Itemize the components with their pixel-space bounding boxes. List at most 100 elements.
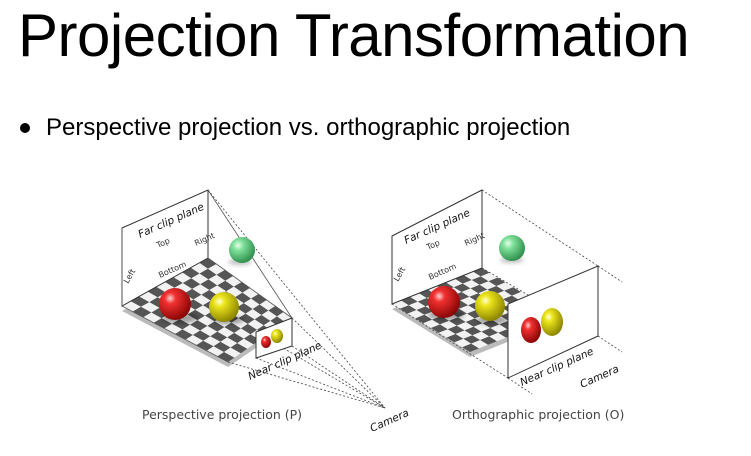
checker-tile xyxy=(456,322,474,331)
checker-tile xyxy=(495,290,512,300)
checker-tile xyxy=(197,315,215,326)
checker-tile xyxy=(164,323,183,334)
checker-tile xyxy=(261,310,277,321)
checker-tile xyxy=(227,332,244,344)
checker-tile xyxy=(224,322,241,333)
checker-tile xyxy=(252,304,269,315)
bullet-dot-icon xyxy=(20,123,30,133)
checker-tile xyxy=(210,331,228,342)
checker-tile xyxy=(192,330,211,341)
checker-tile xyxy=(479,281,497,290)
orthographic-red-sphere xyxy=(428,286,460,318)
checker-tile xyxy=(487,286,505,295)
orthographic-green-sphere xyxy=(499,235,525,261)
checker-tile xyxy=(259,300,276,311)
checker-tile xyxy=(196,340,214,351)
checker-tile xyxy=(242,288,259,299)
checker-tile xyxy=(489,332,506,342)
checker-tile xyxy=(200,279,218,290)
checker-tile xyxy=(235,292,252,304)
checker-tile xyxy=(225,276,242,287)
checker-tile xyxy=(185,335,204,346)
checker-tile xyxy=(195,305,213,316)
checker-tile xyxy=(187,309,205,321)
checker-tile xyxy=(408,301,426,310)
checker-tile xyxy=(480,336,497,345)
perspective-green-sphere xyxy=(229,237,255,263)
checker-tile xyxy=(459,305,476,314)
checker-tile xyxy=(237,338,254,349)
orthographic-near-yellow xyxy=(541,308,563,336)
checker-tile xyxy=(175,329,193,340)
checker-tile xyxy=(193,294,211,306)
checker-tile xyxy=(481,328,499,337)
checker-tile xyxy=(470,284,488,294)
checker-tile xyxy=(462,280,480,289)
checker-tile xyxy=(490,324,508,333)
orthographic-camera-label: Camera xyxy=(578,363,621,391)
checker-tile xyxy=(238,313,255,324)
checker-tile xyxy=(480,272,498,282)
checker-tile xyxy=(141,302,160,313)
checker-tile xyxy=(226,286,243,298)
checker-tile xyxy=(203,336,221,347)
checker-tile xyxy=(472,331,490,340)
perspective-diagram: Far clip plane Top Right Left Bottom Nea… xyxy=(121,189,411,435)
checker-tile xyxy=(190,320,208,331)
checker-tile xyxy=(447,325,465,334)
checker-tile xyxy=(236,303,253,314)
checker-tile xyxy=(153,318,173,329)
checker-tile xyxy=(453,283,471,292)
checker-tile xyxy=(446,334,464,343)
checker-tile xyxy=(415,314,433,324)
bullet-text: Perspective projection vs. orthographic … xyxy=(46,114,571,141)
checker-tile xyxy=(460,296,478,306)
checker-tile xyxy=(465,318,483,327)
checker-tile xyxy=(217,327,235,338)
bullet-item: Perspective projection vs. orthographic … xyxy=(20,110,570,146)
checker-tile xyxy=(206,346,224,357)
checker-tile xyxy=(455,330,473,339)
checker-tile xyxy=(243,298,260,309)
checker-tile xyxy=(182,324,201,335)
checker-tile xyxy=(496,282,514,291)
checker-tile xyxy=(217,352,235,362)
checker-tile xyxy=(471,276,489,285)
checker-tile xyxy=(254,315,271,326)
checker-tile xyxy=(440,320,457,330)
checker-tile xyxy=(184,288,202,300)
checker-tile xyxy=(423,319,440,328)
checker-tile xyxy=(473,323,491,332)
checker-tile xyxy=(220,337,238,348)
checker-tile xyxy=(208,264,225,275)
checker-tile xyxy=(431,324,448,333)
checker-tile xyxy=(438,329,456,338)
orthographic-caption: Orthographic projection (O) xyxy=(452,407,624,422)
checker-tile xyxy=(199,268,217,280)
slide-title: Projection Transformation xyxy=(18,2,690,69)
checker-tile xyxy=(132,306,152,318)
perspective-red-sphere xyxy=(159,288,191,320)
checker-tile xyxy=(241,323,258,335)
checker-tile xyxy=(224,347,241,358)
checker-tile xyxy=(192,284,210,295)
checker-tile xyxy=(407,310,425,319)
checker-tile xyxy=(208,274,226,286)
checker-tile xyxy=(399,305,417,314)
checker-tile xyxy=(217,280,234,292)
checker-tile xyxy=(416,306,434,315)
checker-tile xyxy=(233,282,250,293)
perspective-near-red xyxy=(261,336,271,348)
checker-tile xyxy=(464,326,482,336)
checker-tile xyxy=(213,341,231,352)
orthographic-near-red xyxy=(521,317,541,343)
checker-tile xyxy=(234,328,251,339)
checker-tile xyxy=(251,294,267,305)
checker-tile xyxy=(504,287,521,296)
checker-tile xyxy=(245,309,262,320)
checker-tile xyxy=(471,340,488,349)
perspective-camera-label: Camera xyxy=(368,407,411,435)
perspective-yellow-sphere xyxy=(209,292,239,322)
checker-tile xyxy=(230,343,248,354)
